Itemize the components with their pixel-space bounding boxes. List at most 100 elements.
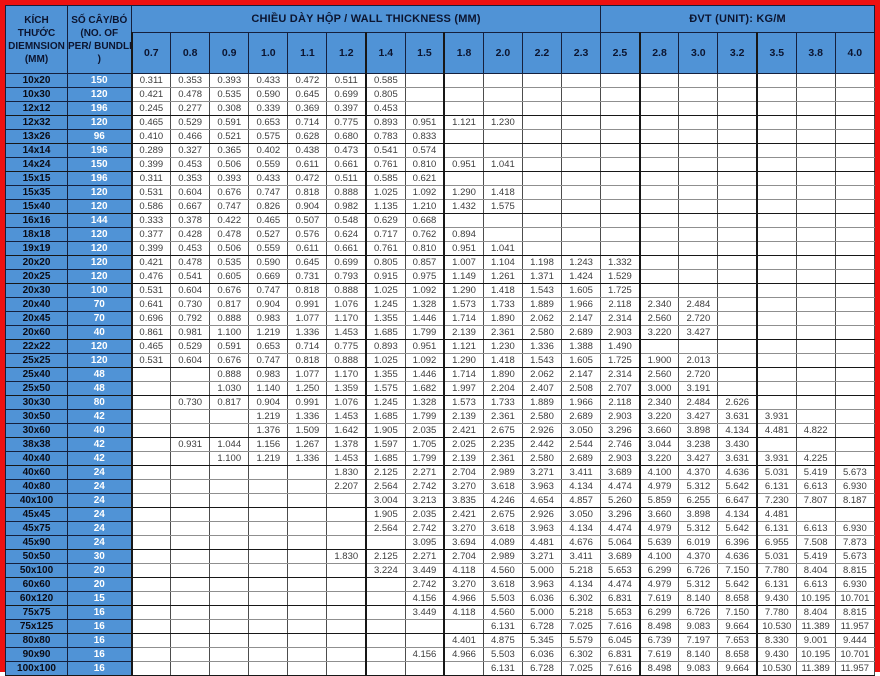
weight-cell [717, 325, 758, 340]
table-row: 30x60 40 1.376 1.509 1.642 1.905 2.035 2.421 2.6… [5, 423, 876, 438]
bundle-count-cell: 70 [67, 311, 132, 326]
bundle-count-cell: 70 [67, 297, 132, 312]
weight-cell: 0.453 [170, 241, 211, 256]
weight-cell [755, 129, 797, 144]
weight-cell [170, 465, 211, 480]
weight-cell: 0.548 [326, 213, 367, 228]
weight-cell [482, 227, 523, 242]
weight-cell: 0.586 [130, 199, 172, 214]
weight-cell: 1.219 [248, 409, 289, 424]
weight-cell [717, 87, 758, 102]
table-row: 75x125 16 6.131 6.728 7.025 7.616 8.498 9.083 9.… [5, 619, 876, 634]
weight-cell [482, 73, 523, 88]
table-row: 20x40 70 0.641 0.730 0.817 0.904 0.991 1.076 1.2… [5, 297, 876, 312]
weight-cell: 0.465 [248, 213, 289, 228]
thickness-header-cell: 4.0 [834, 32, 876, 74]
weight-cell [717, 381, 758, 396]
weight-cell: 1.605 [561, 283, 602, 298]
weight-cell [834, 171, 876, 186]
table-row: 16x16 144 0.333 0.378 0.422 0.465 0.507 0.548 0.… [5, 213, 876, 228]
weight-cell: 0.761 [365, 157, 406, 172]
weight-cell [638, 101, 680, 116]
weight-cell: 10.701 [834, 647, 876, 662]
weight-cell: 1.156 [248, 437, 289, 452]
weight-cell: 1.290 [443, 353, 484, 368]
weight-cell [248, 535, 289, 550]
weight-cell: 0.904 [248, 297, 289, 312]
weight-cell: 2.560 [638, 311, 680, 326]
weight-cell: 6.299 [638, 605, 680, 620]
weight-cell [638, 199, 680, 214]
weight-cell [170, 633, 211, 648]
weight-cell: 0.676 [209, 353, 250, 368]
weight-cell: 0.904 [248, 395, 289, 410]
dimension-cell: 25x25 [5, 353, 68, 368]
weight-cell: 4.979 [638, 479, 680, 494]
weight-cell: 1.355 [365, 311, 406, 326]
weight-cell [130, 493, 172, 508]
weight-cell: 3.427 [678, 325, 719, 340]
weight-cell: 0.983 [248, 367, 289, 382]
weight-cell: 4.370 [678, 549, 719, 564]
weight-cell: 3.270 [443, 521, 484, 536]
weight-cell: 4.246 [482, 493, 523, 508]
weight-cell: 7.653 [717, 633, 758, 648]
weight-cell [678, 269, 719, 284]
weight-cell: 1.219 [248, 451, 289, 466]
weight-cell: 0.541 [365, 143, 406, 158]
weight-cell: 6.131 [482, 661, 523, 676]
dimension-cell: 40x40 [5, 451, 68, 466]
weight-cell [561, 157, 602, 172]
weight-cell [678, 73, 719, 88]
weight-cell: 7.150 [717, 563, 758, 578]
weight-cell: 0.472 [287, 73, 328, 88]
weight-cell: 0.747 [248, 185, 289, 200]
weight-cell: 3.618 [482, 479, 523, 494]
weight-cell: 4.134 [561, 577, 602, 592]
weight-cell [600, 241, 641, 256]
weight-cell [755, 255, 797, 270]
weight-cell: 4.474 [600, 521, 641, 536]
weight-cell: 4.100 [638, 549, 680, 564]
weight-cell: 0.730 [170, 297, 211, 312]
weight-cell [795, 353, 836, 368]
dimension-cell: 80x80 [5, 633, 68, 648]
weight-cell: 4.225 [795, 451, 836, 466]
weight-cell: 6.396 [717, 535, 758, 550]
weight-cell: 0.817 [209, 297, 250, 312]
weight-cell: 2.125 [365, 549, 406, 564]
weight-cell [795, 437, 836, 452]
weight-cell: 0.590 [248, 87, 289, 102]
thickness-header-cell: 1.4 [365, 32, 406, 74]
weight-cell: 0.511 [326, 171, 367, 186]
weight-cell: 2.580 [521, 451, 563, 466]
weight-cell: 11.389 [795, 619, 836, 634]
weight-cell: 3.220 [638, 451, 680, 466]
dimension-cell: 60x120 [5, 591, 68, 606]
dimension-cell: 15x15 [5, 171, 68, 186]
thickness-header-cell: 3.2 [717, 32, 758, 74]
bundle-count-cell: 24 [67, 521, 132, 536]
weight-cell: 1.685 [365, 451, 406, 466]
weight-cell: 3.044 [638, 437, 680, 452]
weight-cell: 6.728 [521, 661, 563, 676]
dimension-cell: 50x50 [5, 549, 68, 564]
weight-cell: 0.478 [170, 87, 211, 102]
weight-cell: 0.699 [326, 255, 367, 270]
weight-cell: 6.728 [521, 619, 563, 634]
weight-cell: 2.720 [678, 311, 719, 326]
weight-cell: 1.573 [443, 297, 484, 312]
weight-cell: 1.336 [287, 409, 328, 424]
table-row: 15x15 196 0.311 0.353 0.393 0.433 0.472 0.511 0.… [5, 171, 876, 186]
table-row: 10x20 150 0.311 0.353 0.393 0.433 0.472 0.511 0.… [5, 73, 876, 88]
weight-cell: 0.951 [443, 157, 484, 172]
weight-cell: 1.889 [521, 395, 563, 410]
weight-cell: 2.139 [443, 451, 484, 466]
thickness-header-cell: 1.8 [443, 32, 484, 74]
weight-cell: 0.590 [248, 255, 289, 270]
weight-cell: 1.418 [482, 283, 523, 298]
weight-cell [600, 115, 641, 130]
weight-cell: 4.636 [717, 465, 758, 480]
weight-cell: 6.955 [755, 535, 797, 550]
weight-cell: 0.747 [209, 199, 250, 214]
